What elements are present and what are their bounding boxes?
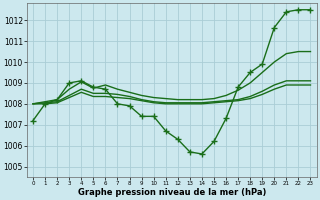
X-axis label: Graphe pression niveau de la mer (hPa): Graphe pression niveau de la mer (hPa) — [77, 188, 266, 197]
